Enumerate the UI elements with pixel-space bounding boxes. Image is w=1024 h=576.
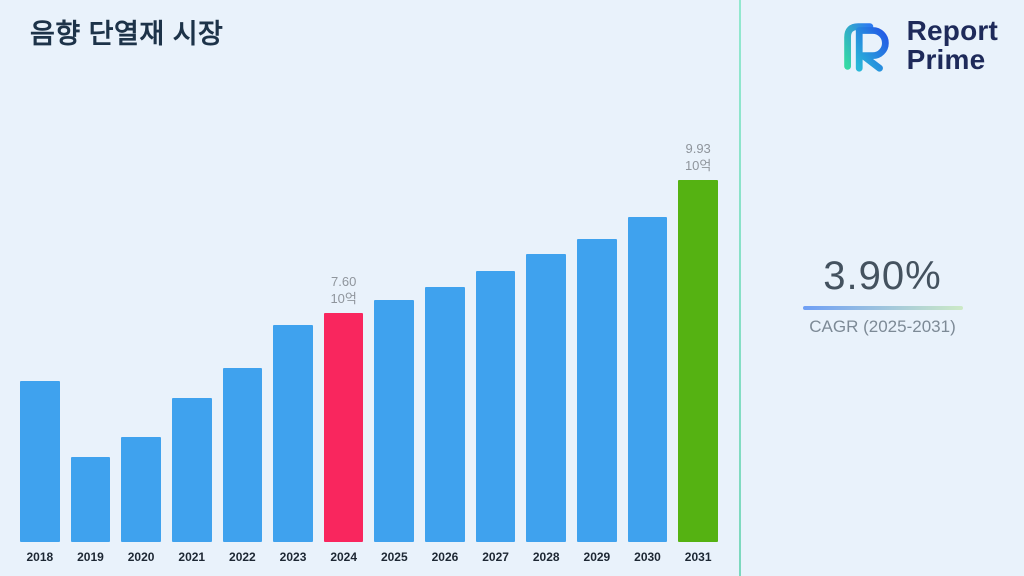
x-tick-label-2027: 2027 bbox=[482, 550, 509, 564]
bar-2026 bbox=[425, 287, 465, 542]
bar-2020 bbox=[121, 437, 161, 542]
bar-value-label-2024: 7.60 10억 bbox=[330, 274, 357, 307]
bar-2029 bbox=[577, 239, 617, 542]
bar-column-2020: 2020 bbox=[121, 84, 161, 564]
bar-column-2025: 2025 bbox=[374, 84, 415, 564]
bar-2023 bbox=[273, 325, 313, 542]
reportprime-logo-icon bbox=[843, 23, 889, 72]
bar-column-2027: 2027 bbox=[475, 84, 516, 564]
bar-2031 bbox=[678, 180, 718, 542]
x-tick-label-2029: 2029 bbox=[583, 550, 611, 564]
bar-column-2024: 7.60 10억 2024 bbox=[323, 84, 364, 564]
bar-column-2021: 2021 bbox=[171, 84, 212, 564]
bar-chart: 2018 2019 2020 2021 2022 2023 7.60 10억 2024 2025 2… bbox=[20, 84, 718, 564]
bar-column-2022: 2022 bbox=[222, 84, 263, 564]
vertical-divider bbox=[739, 0, 741, 576]
bar-column-2026: 2026 bbox=[425, 84, 465, 564]
logo-line-2: Prime bbox=[906, 44, 986, 75]
x-tick-label-2030: 2030 bbox=[634, 550, 661, 564]
bar-column-2023: 2023 bbox=[273, 84, 313, 564]
cagr-underline bbox=[802, 306, 963, 310]
page-title: 음향 단열재 시장 bbox=[30, 19, 224, 49]
bar-2018 bbox=[20, 381, 60, 542]
x-tick-label-2022: 2022 bbox=[229, 550, 256, 564]
reportprime-logo: Report Prime bbox=[835, 14, 998, 76]
bar-2021 bbox=[171, 398, 212, 542]
bar-column-2028: 2028 bbox=[526, 84, 567, 564]
x-tick-label-2031: 2031 bbox=[684, 550, 712, 564]
x-tick-label-2024: 2024 bbox=[330, 550, 358, 564]
x-tick-label-2028: 2028 bbox=[532, 550, 560, 564]
bar-2027 bbox=[475, 271, 516, 542]
bar-column-2019: 2019 bbox=[70, 84, 111, 564]
bar-column-2030: 2030 bbox=[627, 84, 668, 564]
x-tick-label-2020: 2020 bbox=[127, 550, 155, 564]
bar-2022 bbox=[222, 368, 263, 542]
cagr-block: 3.90% CAGR (2025-2031) bbox=[741, 254, 1024, 337]
x-tick-label-2018: 2018 bbox=[26, 550, 54, 564]
bar-column-2029: 2029 bbox=[577, 84, 617, 564]
bar-value-label-2031: 9.93 10억 bbox=[684, 141, 712, 174]
bar-2030 bbox=[627, 217, 668, 542]
cagr-value: 3.90% bbox=[823, 254, 942, 298]
bar-column-2031: 9.93 10억 2031 bbox=[678, 84, 718, 564]
right-panel: Report Prime 3.90% CAGR (2025-2031) bbox=[741, 0, 1024, 576]
bar-2019 bbox=[70, 457, 111, 542]
bar-2025 bbox=[374, 300, 415, 542]
logo-line-1: Report bbox=[906, 14, 998, 46]
bar-column-2018: 2018 bbox=[20, 84, 60, 564]
bar-2024 bbox=[323, 313, 364, 542]
x-tick-label-2025: 2025 bbox=[380, 550, 408, 564]
bar-2028 bbox=[526, 254, 567, 542]
x-tick-label-2019: 2019 bbox=[77, 550, 104, 564]
x-tick-label-2023: 2023 bbox=[279, 550, 307, 564]
x-tick-label-2026: 2026 bbox=[431, 550, 459, 564]
x-tick-label-2021: 2021 bbox=[178, 550, 206, 564]
cagr-label: CAGR (2025-2031) bbox=[809, 317, 956, 336]
reportprime-logo-text: Report Prime bbox=[907, 16, 998, 74]
